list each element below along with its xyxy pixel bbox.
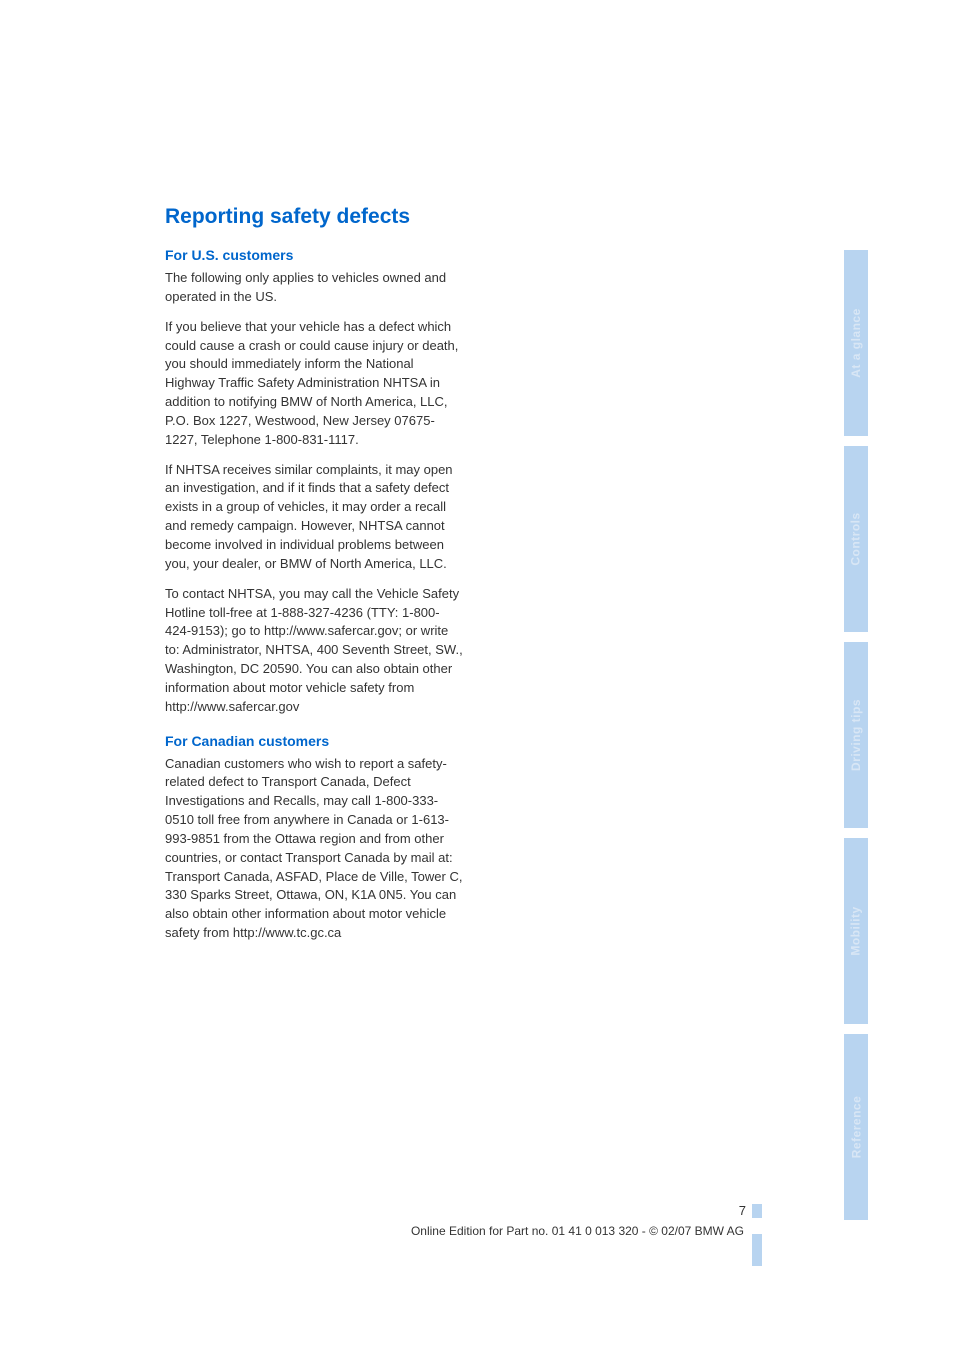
main-content: Reporting safety defects For U.S. custom… — [165, 205, 565, 954]
section-tabs: At a glance Controls Driving tips Mobili… — [844, 250, 868, 1220]
page-number: 7 — [739, 1203, 746, 1218]
tab-driving-tips[interactable]: Driving tips — [844, 642, 868, 828]
us-para-3: If NHTSA receives similar complaints, it… — [165, 461, 465, 574]
tab-at-a-glance[interactable]: At a glance — [844, 250, 868, 436]
tab-label: Reference — [849, 1096, 863, 1159]
us-para-2: If you believe that your vehicle has a d… — [165, 318, 465, 450]
tab-controls[interactable]: Controls — [844, 446, 868, 632]
canada-customers-heading: For Canadian customers — [165, 733, 565, 749]
footer-text: Online Edition for Part no. 01 41 0 013 … — [411, 1224, 744, 1238]
us-para-1: The following only applies to vehicles o… — [165, 269, 465, 307]
canada-para-1: Canadian customers who wish to report a … — [165, 755, 465, 943]
tab-label: Driving tips — [849, 699, 863, 771]
us-customers-heading: For U.S. customers — [165, 247, 565, 263]
tab-reference[interactable]: Reference — [844, 1034, 868, 1220]
page-marker-icon — [752, 1204, 762, 1218]
tab-label: At a glance — [849, 308, 863, 378]
us-para-4: To contact NHTSA, you may call the Vehic… — [165, 585, 465, 717]
tab-label: Mobility — [849, 906, 863, 955]
page-marker-bar — [752, 1234, 762, 1266]
page-title: Reporting safety defects — [165, 205, 565, 229]
tab-mobility[interactable]: Mobility — [844, 838, 868, 1024]
page-number-area: 7 — [739, 1203, 762, 1218]
tab-label: Controls — [849, 512, 863, 565]
